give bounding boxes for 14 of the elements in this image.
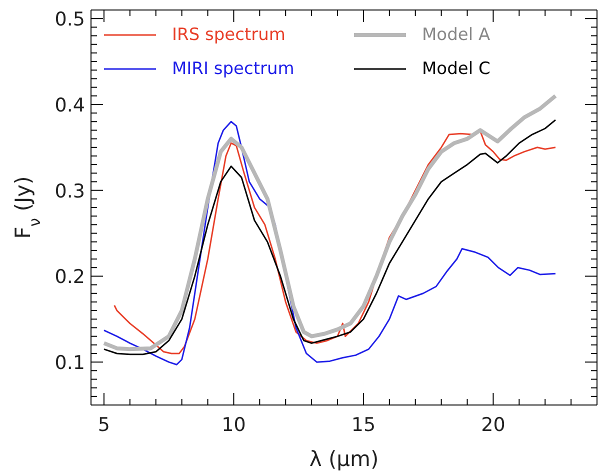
x-tick-label: 10 — [222, 414, 246, 436]
x-tick-label: 5 — [98, 414, 110, 436]
legend-label: MIRI spectrum — [172, 59, 294, 79]
y-tick-label: 0.2 — [54, 266, 85, 288]
y-tick-label: 0.5 — [54, 8, 85, 31]
y-tick-label: 0.4 — [54, 94, 85, 116]
y-tick-label: 0.3 — [54, 180, 85, 202]
x-tick-label: 20 — [481, 414, 506, 436]
legend-label: Model A — [422, 25, 490, 45]
x-axis-title: λ (μm) — [309, 447, 379, 471]
legend-label: IRS spectrum — [172, 25, 286, 45]
y-tick-label: 0.1 — [54, 352, 85, 374]
x-tick-label: 15 — [351, 414, 376, 436]
legend-label: Model C — [422, 59, 490, 79]
